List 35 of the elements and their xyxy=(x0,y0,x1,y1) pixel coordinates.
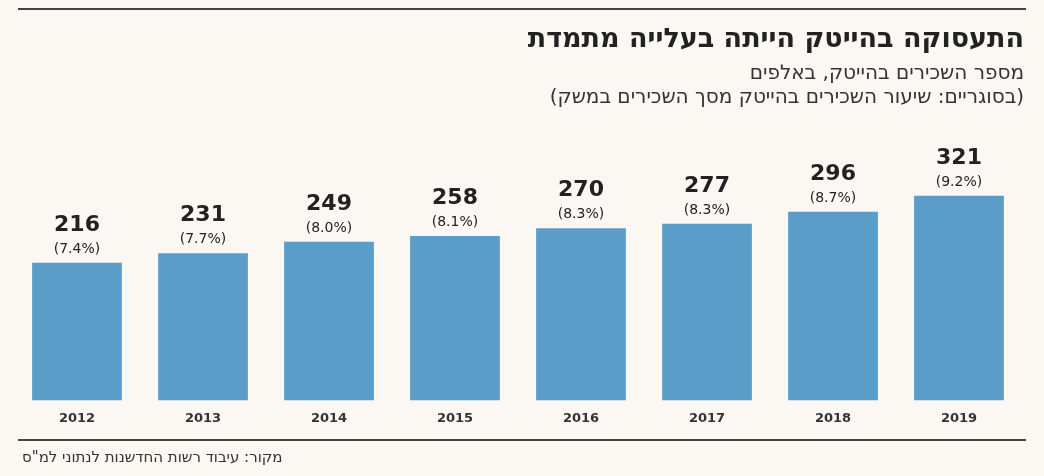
x-tick-label: 2018 xyxy=(814,409,852,425)
data-label: 277 xyxy=(684,171,730,197)
x-tick-label: 2016 xyxy=(562,409,600,425)
data-label: 321 xyxy=(936,143,982,169)
annotation: (7.4%) xyxy=(53,239,101,256)
data-label: 249 xyxy=(306,189,352,215)
x-tick-label: 2019 xyxy=(940,409,978,425)
data-label: 270 xyxy=(558,176,604,202)
x-tick-label: 2014 xyxy=(310,409,348,425)
bar xyxy=(536,228,626,401)
bar xyxy=(662,223,752,401)
x-tick-label: 2012 xyxy=(58,409,96,425)
data-label: 231 xyxy=(180,201,226,227)
annotation: (7.7%) xyxy=(179,230,227,247)
bar xyxy=(410,235,500,401)
bar xyxy=(914,195,1004,401)
annotation: (8.3%) xyxy=(557,205,605,222)
text: מקור: עיבוד רשות החדשנות לנתוני למ"ס xyxy=(22,448,283,466)
data-label: 296 xyxy=(810,159,856,185)
annotation: (8.0%) xyxy=(305,218,353,235)
annotation: (9.2%) xyxy=(935,172,983,189)
bar xyxy=(284,241,374,401)
chart-title: התעסוקה בהייטק הייתה בעלייה מתמדת xyxy=(527,22,1024,53)
bar xyxy=(788,211,878,401)
annotation: (8.1%) xyxy=(431,212,479,229)
annotation: (8.7%) xyxy=(809,188,857,205)
data-label: 216 xyxy=(54,210,100,236)
annotation: (8.3%) xyxy=(683,200,731,217)
x-tick-label: 2013 xyxy=(184,409,222,425)
chart-subtitle: מספר השכירים בהייטק, באלפים (בסוגריים: שיעור השכירים בהייטק מסך השכירים במשק) xyxy=(549,60,1024,108)
x-tick-label: 2015 xyxy=(436,409,474,425)
data-label: 258 xyxy=(432,183,478,209)
bar xyxy=(32,262,122,401)
bar xyxy=(158,253,248,401)
x-tick-label: 2017 xyxy=(688,409,726,425)
